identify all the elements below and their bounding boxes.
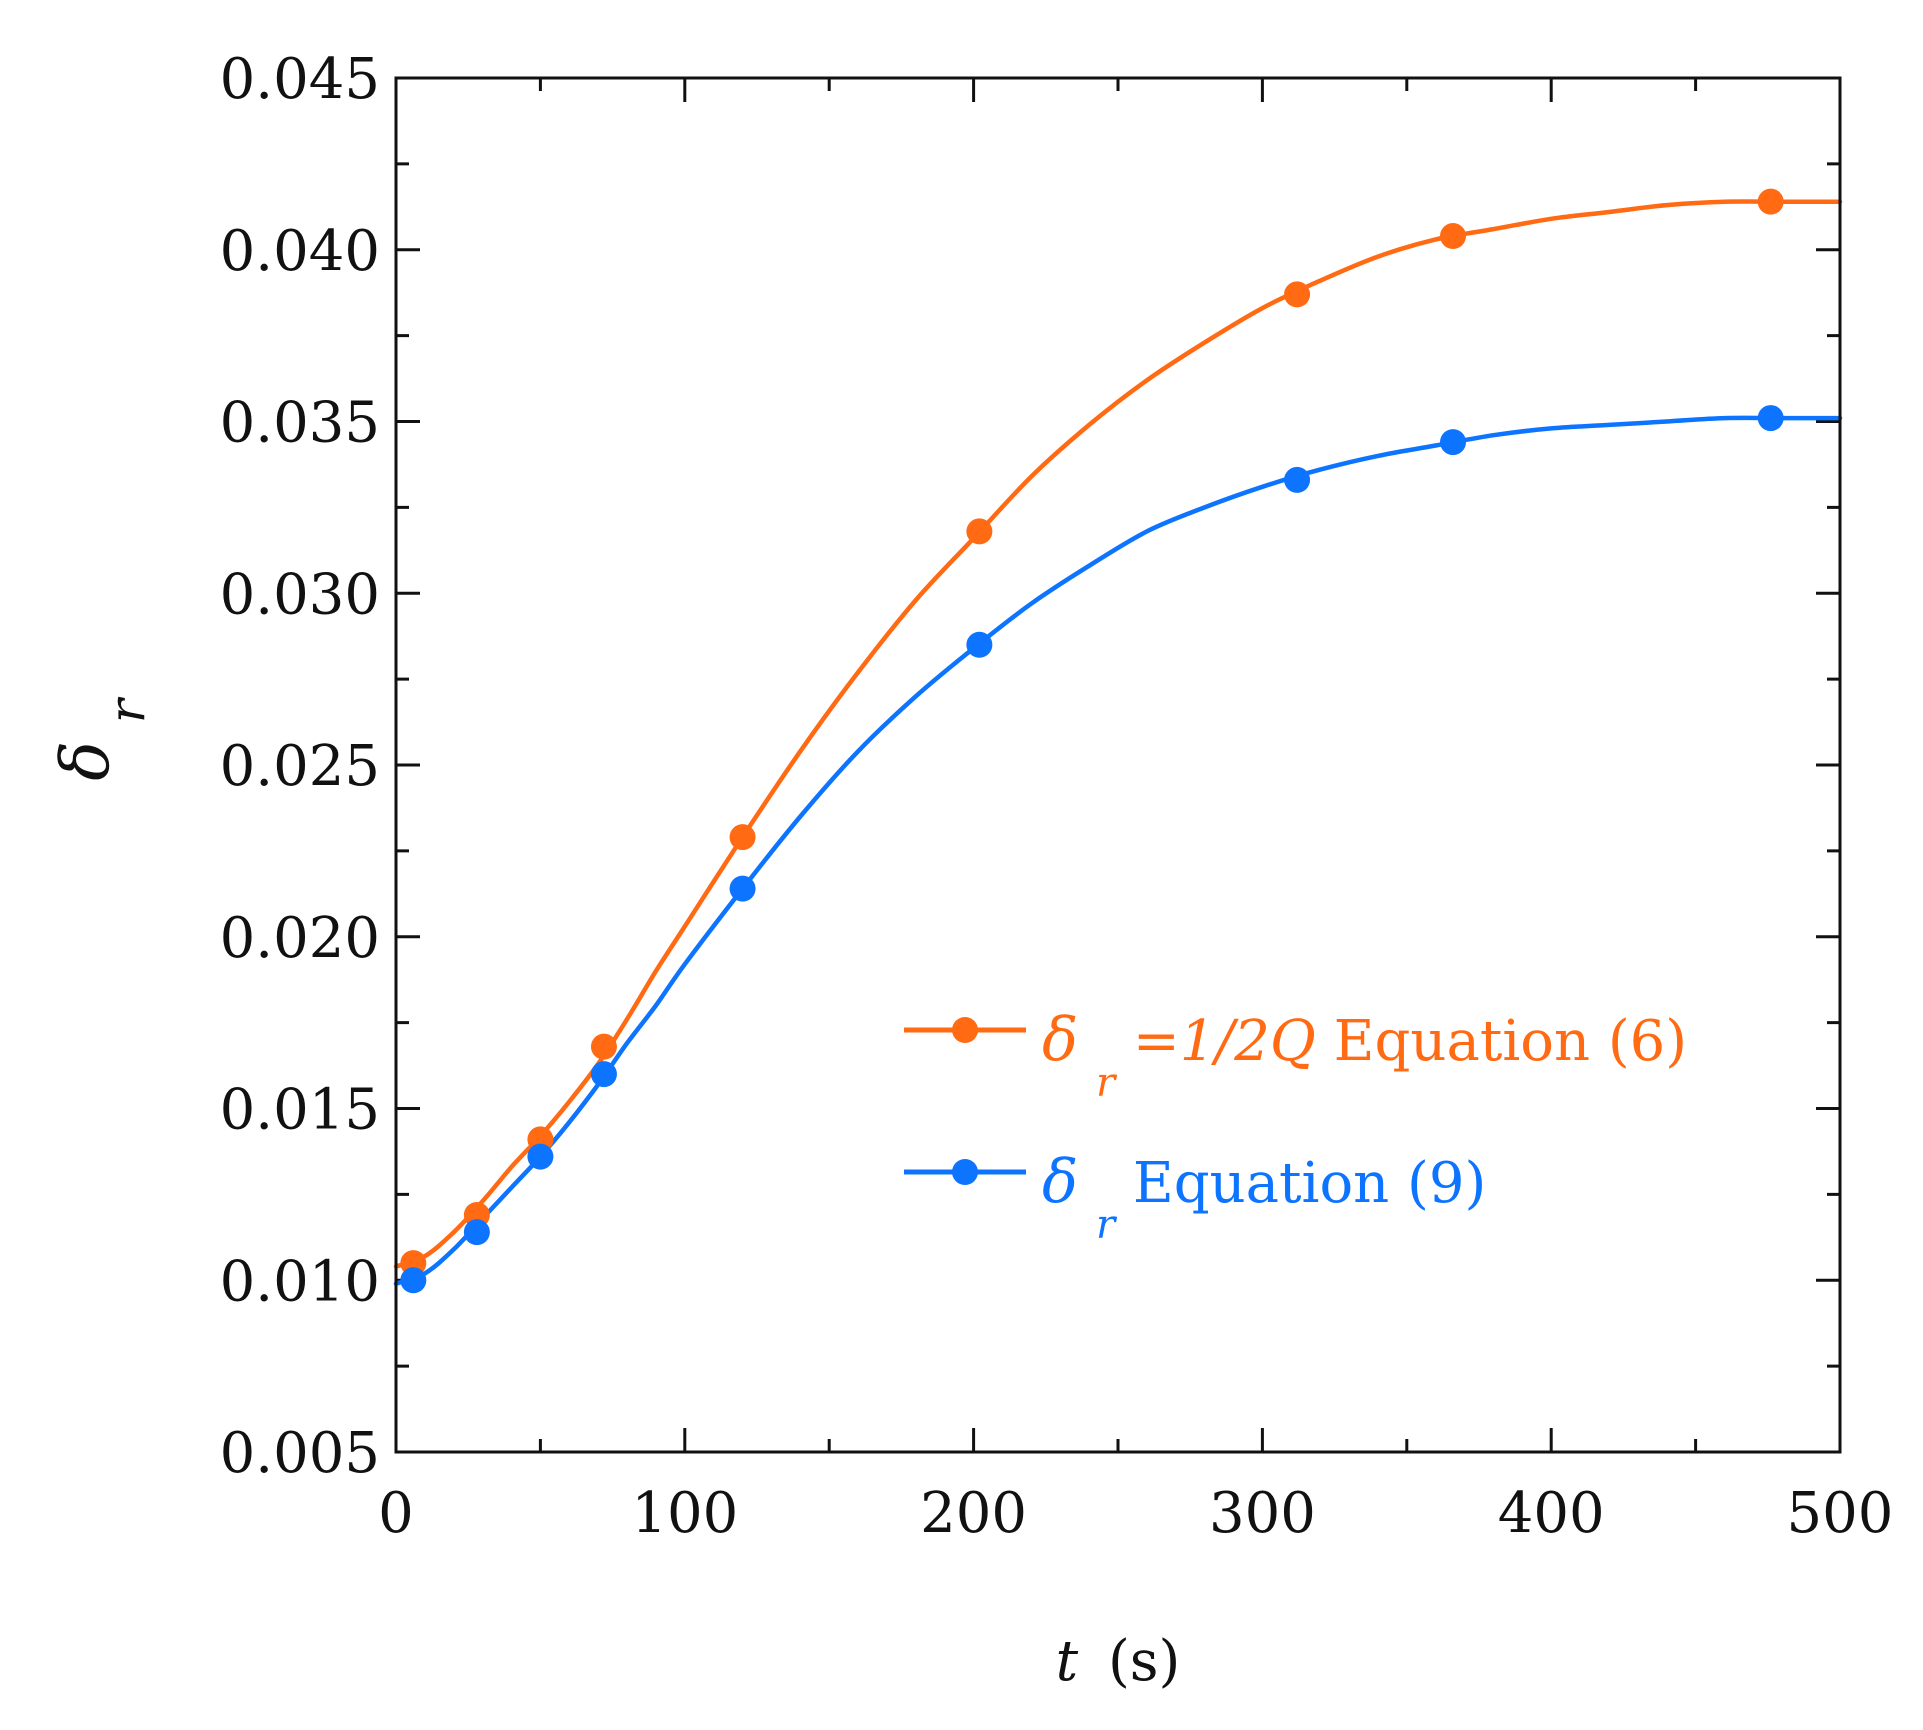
y-tick-label: 0.040 [220,219,380,284]
x-tick-label: 0 [378,1481,414,1546]
series-line-eq6 [393,199,1843,1269]
legend-symbol-eq6: δ [1042,1005,1078,1075]
tick-labels-layer: 0 100 200 300 400 500 0.005 0.010 0.015 0.020 0.02… [220,47,1894,1546]
data-point-eq6 [729,824,756,851]
data-point-eq6 [590,1033,617,1060]
legend-text-eq9: Equation (9) [1133,1151,1487,1216]
legend-text-eq6: Equation (6) [1334,1009,1688,1074]
legend-marker-eq6 [952,1017,978,1043]
y-axis-title: δ r [47,696,156,781]
data-point-eq6 [1440,223,1467,250]
data-point-eq9 [527,1143,554,1170]
data-point-eq9 [400,1267,427,1294]
series-line-eq9 [393,415,1843,1286]
x-tick-label: 500 [1787,1481,1894,1546]
data-point-eq9 [1757,405,1784,432]
curves-layer [393,199,1843,1286]
data-point-eq6 [966,518,993,545]
x-tick-label: 400 [1498,1481,1605,1546]
legend-label-eq6: δ r =1/2Q Equation (6) [1042,1005,1687,1110]
y-tick-label: 0.030 [220,562,380,627]
data-point-eq9 [1440,429,1467,456]
x-axis-symbol: t [1056,1629,1079,1694]
legend: δ r =1/2Q Equation (6) δ r Equation (9) [904,1005,1687,1252]
y-tick-label: 0.035 [220,391,380,456]
legend-marker-eq9 [952,1159,978,1185]
x-axis-title: t (s) [1056,1629,1181,1694]
legend-subscript-eq9: r [1096,1202,1118,1248]
legend-symbol-eq9: δ [1042,1147,1078,1217]
y-tick-label: 0.025 [220,734,380,799]
data-point-eq9 [463,1219,490,1246]
y-axis-subscript: r [98,696,156,723]
data-point-eq9 [1284,466,1311,493]
y-axis-symbol: δ [47,741,124,781]
x-tick-label: 200 [920,1481,1027,1546]
data-point-eq9 [729,875,756,902]
y-tick-label: 0.045 [220,47,380,112]
y-tick-label: 0.005 [220,1421,380,1486]
legend-subscript-eq6: r [1096,1060,1118,1106]
x-axis-unit: (s) [1108,1629,1180,1694]
y-tick-label: 0.015 [220,1078,380,1143]
plot-frame [394,76,1842,1454]
legend-entry-eq9: δ r Equation (9) [904,1147,1486,1252]
data-point-eq9 [966,631,993,658]
legend-label-eq9: δ r Equation (9) [1042,1147,1486,1252]
y-tick-label: 0.010 [220,1249,380,1314]
legend-italic-eq6: =1/2Q [1133,1009,1316,1074]
points-layer [400,188,1784,1294]
y-tick-label: 0.020 [220,906,380,971]
x-tick-label: 100 [631,1481,738,1546]
data-point-eq9 [590,1061,617,1088]
data-point-eq6 [1757,188,1784,215]
x-tick-label: 300 [1209,1481,1316,1546]
data-point-eq6 [1284,281,1311,308]
legend-entry-eq6: δ r =1/2Q Equation (6) [904,1005,1687,1110]
